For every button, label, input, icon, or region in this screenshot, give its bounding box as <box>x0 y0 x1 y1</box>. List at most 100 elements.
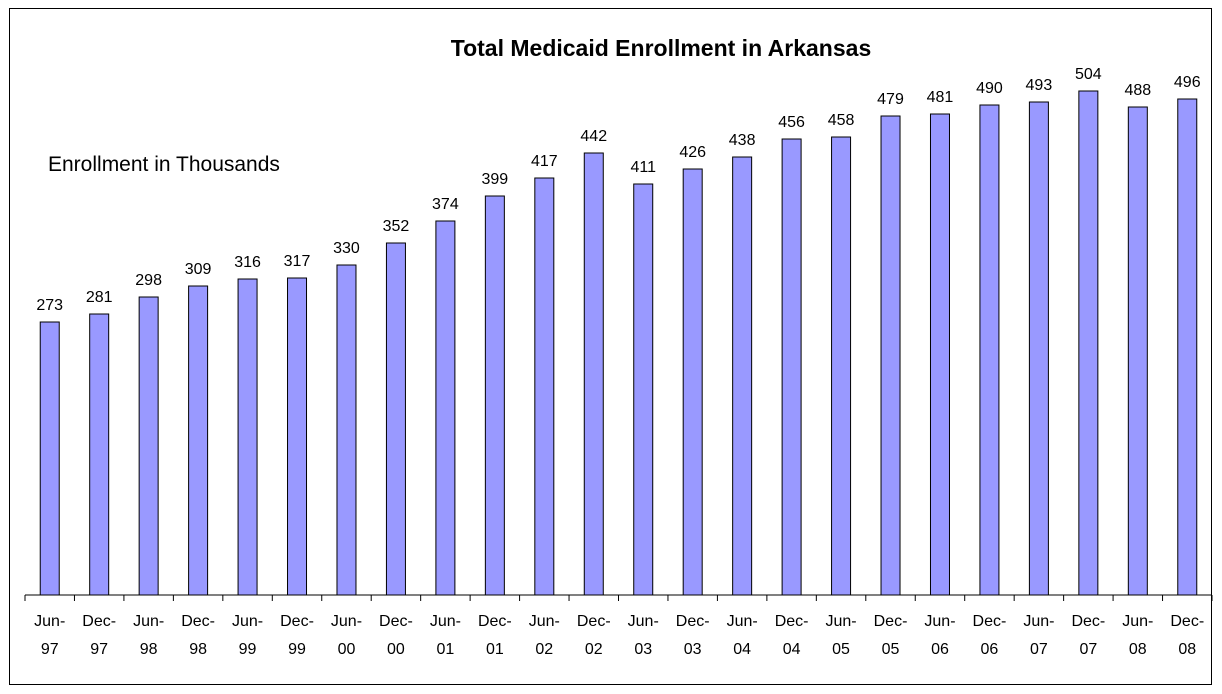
data-label: 352 <box>383 218 410 235</box>
x-tick-label-month: Jun- <box>331 613 362 630</box>
x-axis: Jun- 97 Dec- 97 Jun- 98 Dec- 98 Jun- 99 Dec- 99 Jun-… <box>24 594 1213 658</box>
data-label: 458 <box>828 112 855 129</box>
x-tick-label-month: Jun- <box>133 613 164 630</box>
x-tick-label-year: 06 <box>981 641 999 658</box>
x-tick-label-month: Dec- <box>577 613 611 630</box>
bar <box>534 177 555 596</box>
x-tick-label-month: Jun- <box>826 613 857 630</box>
x-tick-label-month: Jun- <box>430 613 461 630</box>
x-tick-label-year: 97 <box>90 641 108 658</box>
x-tick-label-year: 07 <box>1030 641 1048 658</box>
x-tick-label-year: 97 <box>41 641 59 658</box>
bar <box>583 152 604 596</box>
bar <box>781 138 802 596</box>
x-tick-label-year: 03 <box>684 641 702 658</box>
data-label: 399 <box>482 171 509 188</box>
data-label: 374 <box>432 196 459 213</box>
x-tick-label-year: 01 <box>486 641 504 658</box>
bar <box>979 104 1000 596</box>
x-tick-label-month: Jun- <box>1122 613 1153 630</box>
x-tick-label-year: 00 <box>387 641 405 658</box>
data-label: 298 <box>135 272 162 289</box>
data-label: 479 <box>877 91 904 108</box>
x-tick-label-year: 08 <box>1129 641 1147 658</box>
x-tick-label-year: 01 <box>436 641 454 658</box>
x-tick-label-month: Dec- <box>280 613 314 630</box>
bar <box>633 183 654 596</box>
units-annotation: Enrollment in Thousands <box>48 153 280 176</box>
x-tick-label-year: 98 <box>140 641 158 658</box>
x-tick-label-year: 02 <box>585 641 603 658</box>
x-tick-label-year: 05 <box>882 641 900 658</box>
bar <box>1127 106 1148 596</box>
bar <box>880 115 901 596</box>
data-label: 281 <box>86 289 113 306</box>
bar <box>39 321 60 596</box>
bar <box>484 195 505 596</box>
bar <box>138 296 159 596</box>
x-tick-label-year: 03 <box>634 641 652 658</box>
bar <box>188 285 209 596</box>
data-label: 317 <box>284 253 311 270</box>
x-tick-label-month: Dec- <box>379 613 413 630</box>
data-label: 442 <box>580 128 607 145</box>
x-tick-label-month: Jun- <box>34 613 65 630</box>
data-label: 426 <box>679 144 706 161</box>
bar <box>1028 101 1049 596</box>
data-label: 316 <box>234 254 261 271</box>
x-tick-label-year: 08 <box>1178 641 1196 658</box>
x-tick-label-month: Dec- <box>1071 613 1105 630</box>
x-tick-label-year: 07 <box>1079 641 1097 658</box>
bar <box>1078 90 1099 596</box>
x-tick-label-year: 04 <box>783 641 801 658</box>
data-label: 309 <box>185 261 212 278</box>
x-tick-label-year: 00 <box>338 641 356 658</box>
bar <box>287 277 308 596</box>
x-tick-label-year: 06 <box>931 641 949 658</box>
x-tick-label-month: Jun- <box>1023 613 1054 630</box>
bar <box>929 113 950 596</box>
data-label: 504 <box>1075 66 1102 83</box>
data-label: 496 <box>1174 74 1201 91</box>
data-label: 490 <box>976 80 1003 97</box>
bar <box>336 264 357 596</box>
enrollment-bar-chart: Total Medicaid Enrollment in Arkansas En… <box>24 35 1213 658</box>
data-label: 411 <box>630 159 656 176</box>
bar <box>1177 98 1198 596</box>
bar <box>385 242 406 596</box>
x-tick-label-month: Dec- <box>1170 613 1204 630</box>
x-tick-label-month: Dec- <box>775 613 809 630</box>
x-tick-label-year: 05 <box>832 641 850 658</box>
x-tick-label-year: 99 <box>288 641 306 658</box>
x-tick-label-year: 98 <box>189 641 207 658</box>
bar <box>682 168 703 596</box>
x-tick-label-month: Dec- <box>676 613 710 630</box>
bar <box>831 136 852 596</box>
x-tick-label-month: Dec- <box>181 613 215 630</box>
x-tick-label-month: Jun- <box>628 613 659 630</box>
x-tick-label-month: Dec- <box>973 613 1007 630</box>
x-tick-label-year: 04 <box>733 641 751 658</box>
bars-group <box>39 90 1198 596</box>
x-tick-label-year: 02 <box>535 641 553 658</box>
data-label: 273 <box>36 297 63 314</box>
data-label: 488 <box>1124 82 1151 99</box>
x-tick-label-month: Jun- <box>924 613 955 630</box>
bar <box>89 313 110 596</box>
data-labels-group: 273 281 298 309 316 317 330 352 374 399 417 442 411 4… <box>36 66 1200 314</box>
x-tick-label-month: Jun- <box>232 613 263 630</box>
data-label: 493 <box>1026 77 1053 94</box>
bar <box>732 156 753 596</box>
x-tick-label-month: Dec- <box>874 613 908 630</box>
x-tick-label-year: 99 <box>239 641 257 658</box>
bar <box>237 278 258 596</box>
x-tick-label-month: Jun- <box>529 613 560 630</box>
x-tick-label-month: Jun- <box>727 613 758 630</box>
data-label: 330 <box>333 240 360 257</box>
data-label: 456 <box>778 114 805 131</box>
chart-frame: Total Medicaid Enrollment in Arkansas En… <box>9 8 1213 685</box>
data-label: 417 <box>531 153 558 170</box>
x-tick-label-month: Dec- <box>478 613 512 630</box>
data-label: 481 <box>927 89 954 106</box>
bar <box>435 220 456 596</box>
